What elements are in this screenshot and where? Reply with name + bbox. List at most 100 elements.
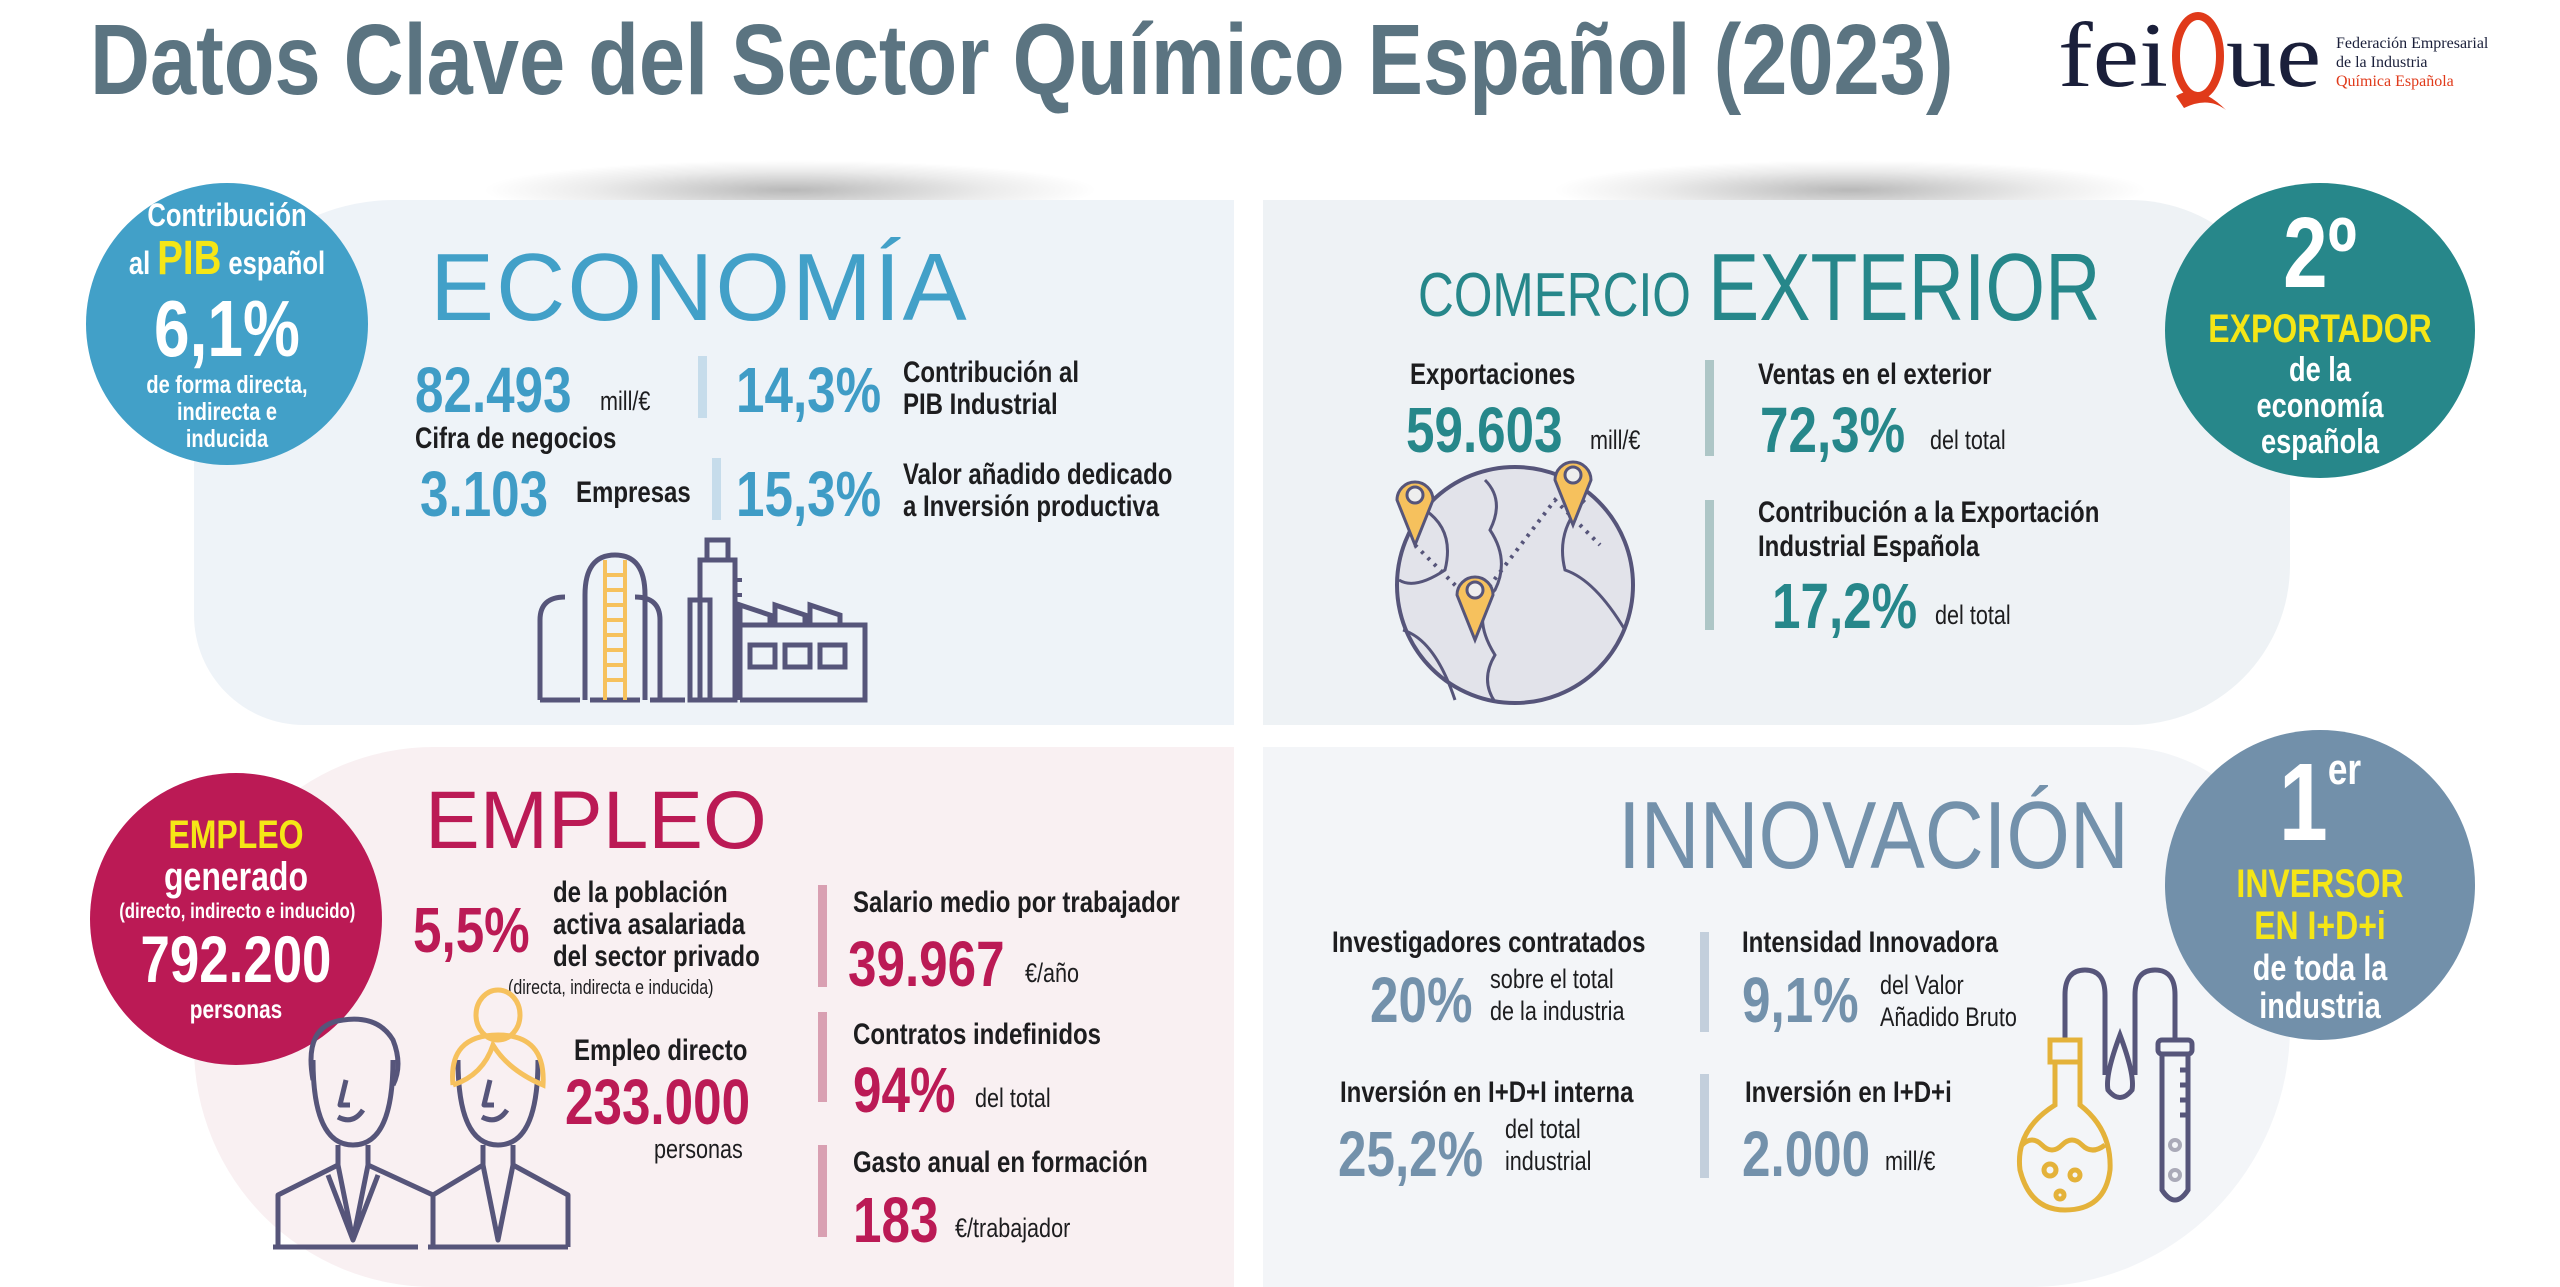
stat-unit: del total (975, 1083, 1051, 1113)
badge-desc: de toda la (2252, 947, 2388, 988)
logo-tagline-1: Federación Empresarial (2336, 35, 2489, 52)
separator (818, 885, 827, 987)
stat-value: 17,2% (1772, 570, 1918, 642)
factory-icon (537, 537, 868, 703)
poblacion-value: 5,5% (413, 894, 530, 966)
logo-tagline-3: Química Española (2336, 73, 2454, 90)
badge-line: Contribución (147, 197, 307, 233)
stat-unit: Añadido Bruto (1880, 1002, 2017, 1032)
separator (1700, 1074, 1709, 1178)
economia-title: ECONOMÍA (430, 234, 969, 341)
comercio-title-big: EXTERIOR (1708, 234, 2101, 341)
stat-label: Industrial Española (1758, 530, 1980, 563)
innovacion-badge: 1er INVERSOR EN I+D+i de toda la industr… (2165, 730, 2475, 1040)
stat-value: 72,3% (1760, 394, 1906, 466)
stat-unit: sobre el total (1490, 964, 1614, 994)
separator (698, 356, 707, 418)
economia-badge: Contribución al PIB español 6,1% de form… (86, 183, 368, 465)
stat-label: Contratos indefinidos (853, 1018, 1101, 1051)
badge-pib-line: al PIB español (114, 235, 340, 283)
stat-value: 2.000 (1742, 1118, 1871, 1190)
page-title: Datos Clave del Sector Químico Español (… (90, 4, 1954, 116)
stat-label: Investigadores contratados (1332, 926, 1646, 959)
feique-logo: fei ue Federación Empresarial de la Indu… (2058, 4, 2498, 114)
stat-unit: mill/€ (600, 386, 651, 416)
stat-value: 82.493 (415, 354, 572, 426)
stat-label: Contribución al (903, 356, 1079, 389)
badge-unit: personas (189, 994, 283, 1024)
stat-value: 3.103 (420, 458, 549, 530)
stat-label: a Inversión productiva (903, 490, 1160, 523)
badge-highlight: PIB (157, 232, 222, 285)
stat-label: Empresas (576, 476, 691, 509)
stat-value: 59.603 (1406, 394, 1563, 466)
innovacion-title: INNOVACIÓN (1618, 782, 2129, 889)
stat-unit: de la industria (1490, 996, 1625, 1026)
workers-icon (273, 987, 571, 1250)
badge-highlight: EN I+D+i (2254, 904, 2386, 948)
badge-pre: al (128, 245, 151, 281)
empleo-title: EMPLEO (425, 775, 767, 866)
stat-label: Valor añadido dedicado (903, 458, 1173, 491)
badge-desc: economía (2256, 387, 2384, 425)
stat-value: 15,3% (736, 458, 882, 530)
poblacion-note: (directa, indirecta e inducida) (508, 977, 714, 999)
directo-label: Empleo directo (574, 1034, 748, 1067)
stat-unit: mill/€ (1885, 1146, 1936, 1176)
poblacion-label: activa asalariada (553, 908, 746, 941)
globe-pins-icon (1395, 460, 1635, 705)
stat-label: Contribución a la Exportación (1758, 496, 2100, 529)
badge-note: (directo, indirecto e inducido) (119, 900, 356, 923)
poblacion-label: de la población (553, 876, 728, 909)
separator (818, 1012, 827, 1102)
stat-value: 183 (853, 1184, 939, 1256)
badge-post: español (228, 245, 326, 281)
poblacion-label: del sector privado (553, 940, 760, 973)
stat-unit: industrial (1505, 1146, 1592, 1176)
badge-highlight: EXPORTADOR (2208, 307, 2432, 351)
stat-label: Cifra de negocios (415, 422, 617, 455)
badge-rank-wrap: 1er (2196, 748, 2444, 858)
stat-value: 14,3% (736, 354, 882, 426)
badge-desc: española (2261, 423, 2379, 461)
badge-desc: indirecta e (176, 398, 278, 426)
stat-unit: mill/€ (1590, 425, 1641, 455)
badge-desc: de forma directa, (146, 371, 308, 399)
feique-wordmark-icon: fei ue (2058, 4, 2321, 110)
stat-unit: del total (1935, 600, 2011, 630)
separator (1700, 932, 1709, 1032)
svg-text:fei: fei (2058, 4, 2168, 106)
stat-label: Exportaciones (1410, 358, 1576, 391)
stat-value: 39.967 (848, 928, 1005, 1000)
badge-desc: inducida (185, 425, 269, 453)
stat-unit: €/año (1025, 958, 1080, 988)
logo-tagline-2: de la Industria (2336, 54, 2428, 71)
badge-highlight: EMPLEO (168, 813, 304, 857)
badge-highlight: INVERSOR (2236, 862, 2404, 906)
stat-value: 94% (853, 1054, 956, 1126)
stat-unit: del Valor (1880, 970, 1964, 1000)
stat-label: Inversión en I+D+i (1745, 1076, 1952, 1109)
stat-label: PIB Industrial (903, 388, 1058, 421)
badge-rank: 1 (2278, 741, 2328, 864)
badge-desc: industria (2259, 985, 2381, 1026)
badge-rank: 2º (2283, 197, 2357, 309)
stat-value: 9,1% (1742, 964, 1859, 1036)
badge-line: generado (163, 855, 309, 899)
stat-label: Intensidad Innovadora (1742, 926, 1999, 959)
lab-flask-icon (2016, 967, 2195, 1213)
stat-value: 20% (1370, 964, 1473, 1036)
empleo-badge: EMPLEO generado (directo, indirecto e in… (90, 773, 382, 1065)
separator (818, 1145, 827, 1237)
separator (712, 458, 721, 520)
stat-label: Ventas en el exterior (1758, 358, 1992, 391)
stat-unit: del total (1505, 1114, 1581, 1144)
comercio-badge: 2º EXPORTADOR de la economía española (2165, 183, 2475, 478)
separator (1705, 360, 1714, 456)
stat-label: Inversión en I+D+I interna (1340, 1076, 1634, 1109)
stat-label: Gasto anual en formación (853, 1146, 1148, 1179)
badge-sup: er (2327, 745, 2362, 794)
directo-unit: personas (654, 1134, 743, 1164)
stat-unit: €/trabajador (955, 1213, 1071, 1243)
stat-unit: del total (1930, 425, 2006, 455)
